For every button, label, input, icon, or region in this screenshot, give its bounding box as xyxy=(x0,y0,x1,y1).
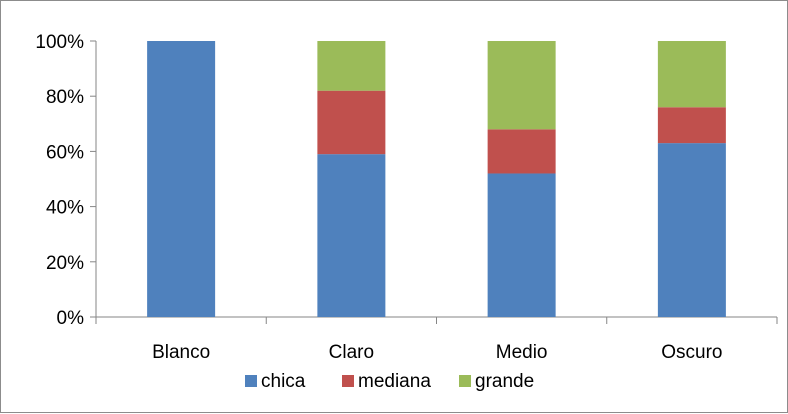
legend-label-chica: chica xyxy=(261,371,306,392)
x-category-label: Oscuro xyxy=(661,342,722,363)
bar-segment-chica-medio xyxy=(487,173,556,317)
y-axis: 0% 20% 40% 60% 80% 100% xyxy=(35,32,97,329)
x-category-label: Claro xyxy=(329,342,374,363)
legend-swatch-chica xyxy=(245,375,257,387)
y-tick-label: 40% xyxy=(46,198,84,219)
legend-swatch-grande xyxy=(459,375,471,387)
bar-segment-mediana-claro xyxy=(317,90,386,155)
y-tick-label: 20% xyxy=(46,253,84,274)
bar-segment-chica-oscuro xyxy=(657,143,726,317)
legend: chica mediana grande xyxy=(245,371,534,392)
bar-segment-grande-claro xyxy=(317,41,386,91)
bar-segment-grande-medio xyxy=(487,41,556,130)
bar-segment-grande-oscuro xyxy=(657,41,726,108)
bar-segment-mediana-medio xyxy=(487,129,556,174)
x-axis: Blanco Claro Medio Oscuro xyxy=(95,316,778,363)
y-tick-label: 60% xyxy=(46,142,84,163)
bar-segment-chica-blanco xyxy=(147,41,216,317)
y-tick-label: 0% xyxy=(57,308,85,329)
y-tick-label: 80% xyxy=(46,87,84,108)
x-category-label: Blanco xyxy=(152,342,210,363)
bar-segment-mediana-oscuro xyxy=(657,107,726,144)
bars xyxy=(147,41,726,317)
x-category-label: Medio xyxy=(496,342,548,363)
legend-label-mediana: mediana xyxy=(358,371,431,392)
bar-segment-chica-claro xyxy=(317,154,386,317)
legend-label-grande: grande xyxy=(475,371,534,392)
legend-swatch-mediana xyxy=(342,375,354,387)
y-tick-label: 100% xyxy=(35,32,84,53)
